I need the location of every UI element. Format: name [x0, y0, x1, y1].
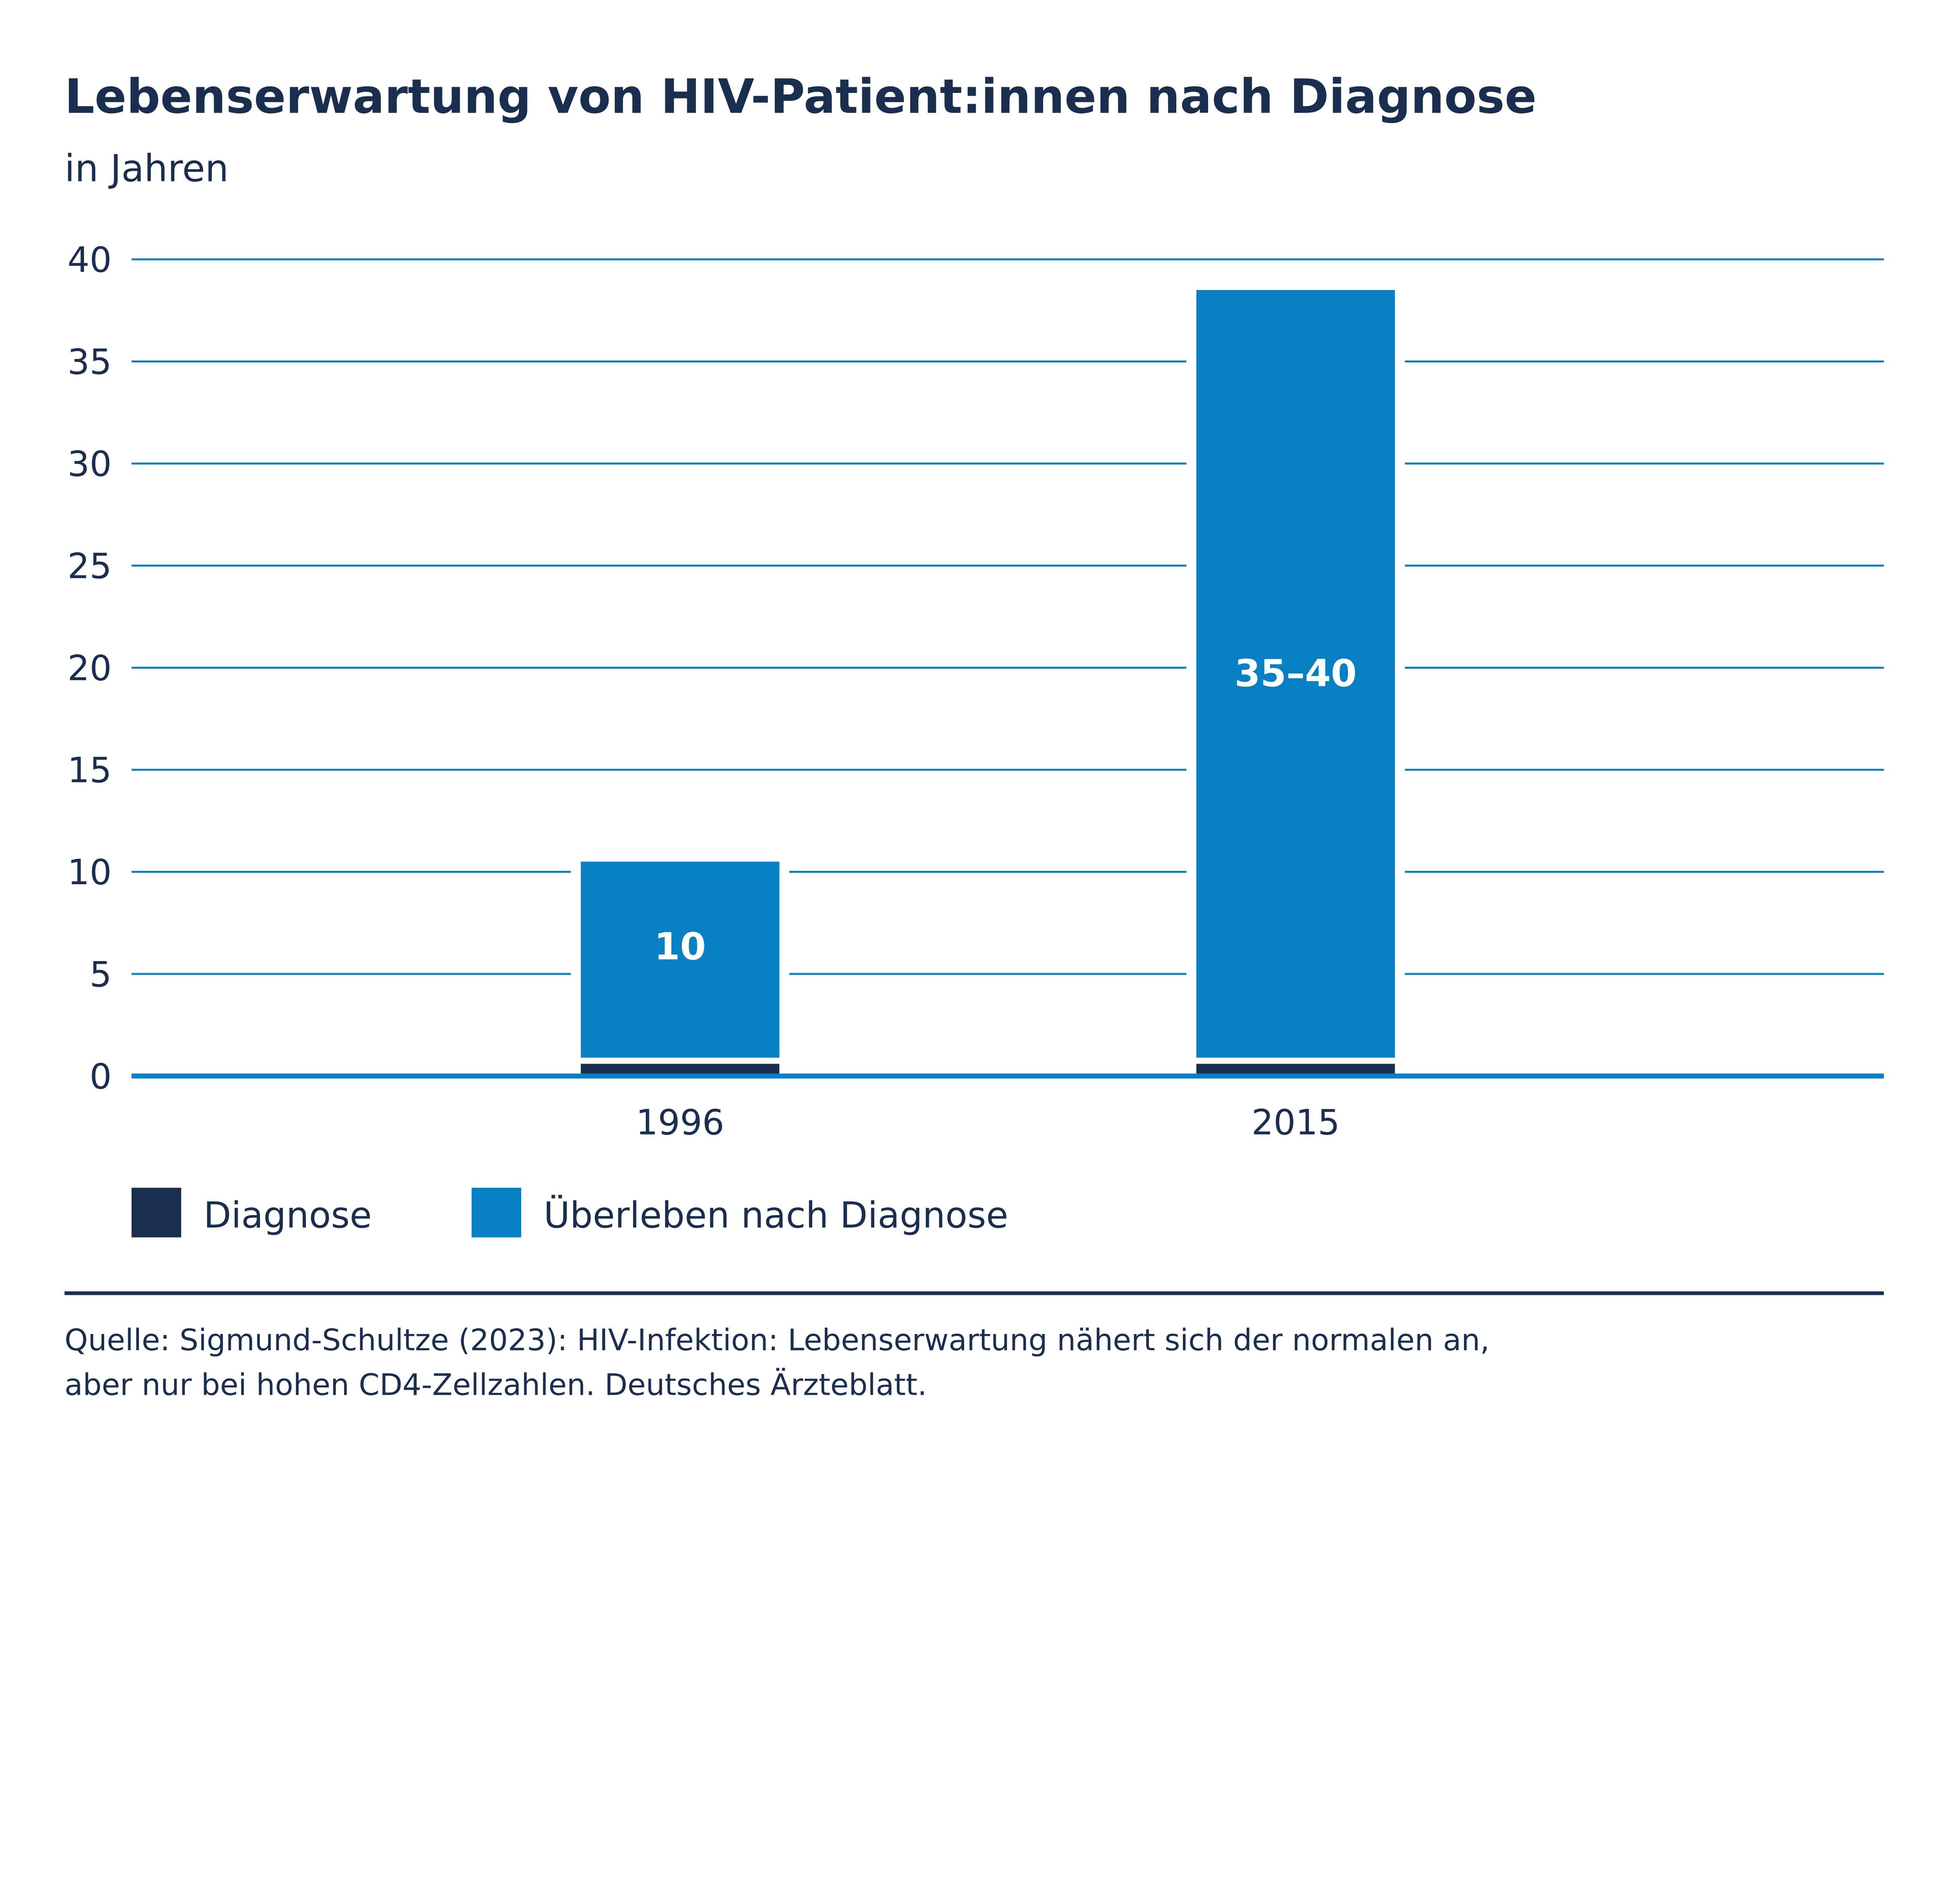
source-line-2: aber nur bei hohen CD4-Zellzahlen. Deuts… — [65, 1368, 927, 1403]
y-tick-label: 20 — [67, 648, 112, 688]
legend-label-survival: Überleben nach Diagnose — [544, 1194, 1008, 1236]
grid: 0 5 10 15 20 25 30 35 40 — [67, 240, 1884, 1097]
chart: Lebenserwartung von HIV-Patient:innen na… — [64, 69, 1884, 1403]
legend-swatch-survival — [471, 1188, 522, 1238]
x-axis: 1996 2015 — [636, 1102, 1340, 1143]
y-tick-label: 5 — [89, 955, 112, 995]
y-tick-label: 40 — [67, 240, 112, 280]
chart-title: Lebenserwartung von HIV-Patient:innen na… — [65, 69, 1537, 124]
x-tick-label: 2015 — [1251, 1102, 1340, 1143]
y-tick-label: 30 — [67, 444, 112, 484]
y-tick-label: 25 — [67, 546, 112, 587]
bars: 10 35–40 — [131, 290, 1884, 1079]
data-label: 35–40 — [1234, 652, 1357, 695]
bar-survival-1996 — [580, 862, 779, 1058]
y-tick-label: 10 — [67, 853, 112, 893]
y-tick-label: 15 — [67, 750, 112, 791]
y-tick-label: 35 — [67, 342, 112, 383]
legend: Diagnose Überleben nach Diagnose — [131, 1188, 1008, 1238]
legend-swatch-diagnose — [131, 1188, 181, 1238]
source-line-1: Quelle: Sigmund-Schultze (2023): HIV-Inf… — [65, 1323, 1490, 1358]
bar-survival-2015 — [1196, 290, 1395, 1058]
y-tick-label: 0 — [89, 1057, 112, 1097]
x-tick-label: 1996 — [636, 1102, 724, 1143]
chart-subtitle: in Jahren — [65, 147, 229, 190]
legend-label-diagnose: Diagnose — [204, 1194, 372, 1236]
data-label: 10 — [654, 925, 706, 968]
